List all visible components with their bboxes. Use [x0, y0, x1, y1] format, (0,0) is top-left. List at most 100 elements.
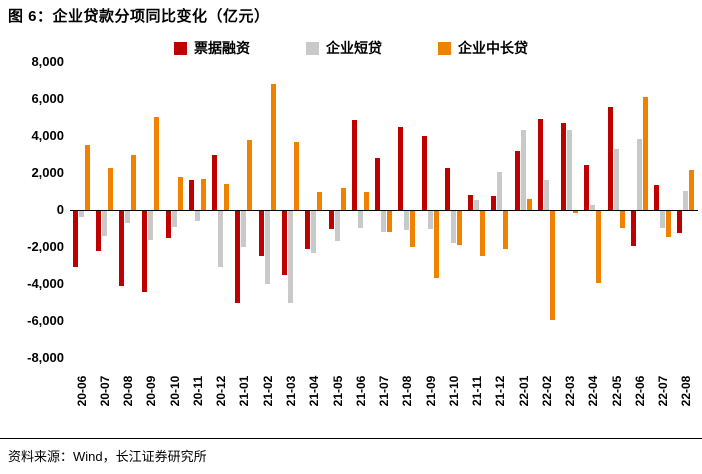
- y-axis-label: 4,000: [31, 128, 64, 143]
- bar-20-11: [194, 210, 200, 222]
- x-axis-label: 20-09: [144, 375, 159, 407]
- bar-21-11: [474, 199, 479, 210]
- bar-21-08: [398, 126, 404, 210]
- bar-21-02: [264, 210, 270, 284]
- legend: 票据融资 企业短贷 企业中长贷: [0, 38, 702, 58]
- y-axis-label: -2,000: [27, 239, 64, 254]
- bar-20-08: [131, 155, 137, 210]
- y-axis-label: -4,000: [27, 276, 64, 291]
- bar-22-08: [677, 210, 683, 233]
- y-axis-label: 2,000: [31, 165, 64, 180]
- x-axis-label: 21-01: [237, 375, 252, 407]
- x-axis-label: 21-03: [284, 375, 298, 407]
- bar-21-09: [421, 136, 427, 210]
- bar-22-05: [619, 210, 625, 229]
- bar-22-07: [666, 210, 672, 238]
- x-axis-label: 20-10: [167, 375, 182, 407]
- bar-21-04: [305, 210, 311, 249]
- bar-22-06: [630, 210, 636, 247]
- bar-22-07: [660, 210, 666, 228]
- bar-20-11: [188, 180, 194, 210]
- footer-divider: [0, 438, 702, 439]
- bar-22-02: [549, 210, 555, 321]
- bar-21-04: [311, 210, 317, 253]
- bar-22-01: [514, 151, 520, 210]
- zero-axis-line: [70, 210, 698, 211]
- bar-22-05: [607, 106, 613, 210]
- x-axis-label: 22-07: [656, 375, 671, 407]
- bar-21-09: [433, 210, 439, 279]
- bar-21-02: [270, 84, 276, 210]
- bar-22-01: [526, 198, 532, 210]
- bar-21-08: [410, 210, 416, 247]
- legend-swatch-medium-long-term-loans-icon: [438, 41, 451, 55]
- bar-20-11: [200, 178, 206, 210]
- x-axis-label: 21-09: [423, 375, 438, 407]
- bar-21-07: [381, 210, 386, 233]
- plot-area: [70, 62, 698, 358]
- bar-21-10: [444, 167, 450, 210]
- bar-22-08: [689, 170, 695, 210]
- bar-21-05: [340, 187, 346, 210]
- bar-20-10: [171, 210, 177, 227]
- bar-21-12: [497, 172, 503, 210]
- bar-20-10: [177, 176, 183, 210]
- x-axis-label: 22-03: [563, 375, 578, 407]
- bar-21-10: [456, 210, 462, 246]
- bar-21-05: [328, 210, 334, 229]
- bar-20-12: [224, 184, 230, 210]
- bar-20-12: [212, 154, 218, 210]
- bar-20-07: [107, 167, 113, 210]
- x-axis-label: 22-02: [539, 375, 554, 407]
- legend-swatch-bill-financing-icon: [174, 41, 187, 55]
- bar-21-10: [450, 210, 456, 244]
- chart-title: 图 6：企业贷款分项同比变化（亿元）: [8, 8, 270, 25]
- legend-swatch-short-term-loans-icon: [306, 41, 319, 55]
- x-axis-label: 20-07: [97, 375, 112, 407]
- bar-21-11: [480, 210, 485, 256]
- bar-22-03: [561, 122, 567, 210]
- bar-21-03: [288, 210, 293, 303]
- y-axis-label: 8,000: [31, 54, 64, 69]
- bar-20-08: [125, 210, 131, 223]
- x-axis-label: 20-08: [121, 375, 136, 407]
- x-axis-label: 22-08: [679, 375, 694, 407]
- bar-21-07: [387, 210, 392, 233]
- bar-22-08: [683, 190, 689, 210]
- bar-20-07: [95, 210, 101, 251]
- bar-22-06: [642, 96, 648, 210]
- x-axis-label: 21-06: [353, 375, 368, 407]
- x-axis-label: 22-01: [516, 375, 531, 407]
- bar-21-03: [294, 142, 299, 210]
- y-axis-label: 6,000: [31, 91, 64, 106]
- x-axis-label: 20-12: [214, 375, 229, 407]
- bar-22-07: [654, 184, 660, 210]
- bar-21-02: [258, 210, 264, 257]
- bar-20-12: [218, 210, 224, 268]
- x-axis-label: 21-02: [260, 375, 275, 407]
- x-axis-label: 20-11: [190, 375, 205, 407]
- x-axis-label: 21-05: [330, 375, 345, 407]
- x-axis-label: 21-08: [400, 375, 415, 407]
- bar-20-08: [119, 210, 125, 286]
- legend-label-medium-long-term-loans: 企业中长贷: [458, 40, 528, 56]
- x-axis-label: 21-12: [493, 375, 508, 407]
- bar-20-09: [142, 210, 148, 292]
- bar-20-09: [148, 210, 154, 240]
- source-note: 资料来源：Wind，长江证券研究所: [8, 449, 207, 464]
- bar-20-06: [72, 210, 78, 268]
- y-axis-label: -6,000: [27, 313, 64, 328]
- x-axis-label: 21-11: [470, 375, 484, 407]
- bar-21-01: [241, 210, 247, 247]
- bar-21-05: [334, 210, 340, 242]
- bar-21-09: [427, 210, 433, 229]
- legend-label-bill-financing: 票据融资: [194, 40, 250, 56]
- bar-21-06: [351, 120, 357, 210]
- bar-20-09: [154, 116, 160, 210]
- bar-21-08: [404, 210, 410, 231]
- bar-22-02: [537, 119, 543, 210]
- bar-21-07: [375, 158, 380, 210]
- bar-20-07: [101, 210, 107, 236]
- y-axis-label: -8,000: [27, 350, 64, 365]
